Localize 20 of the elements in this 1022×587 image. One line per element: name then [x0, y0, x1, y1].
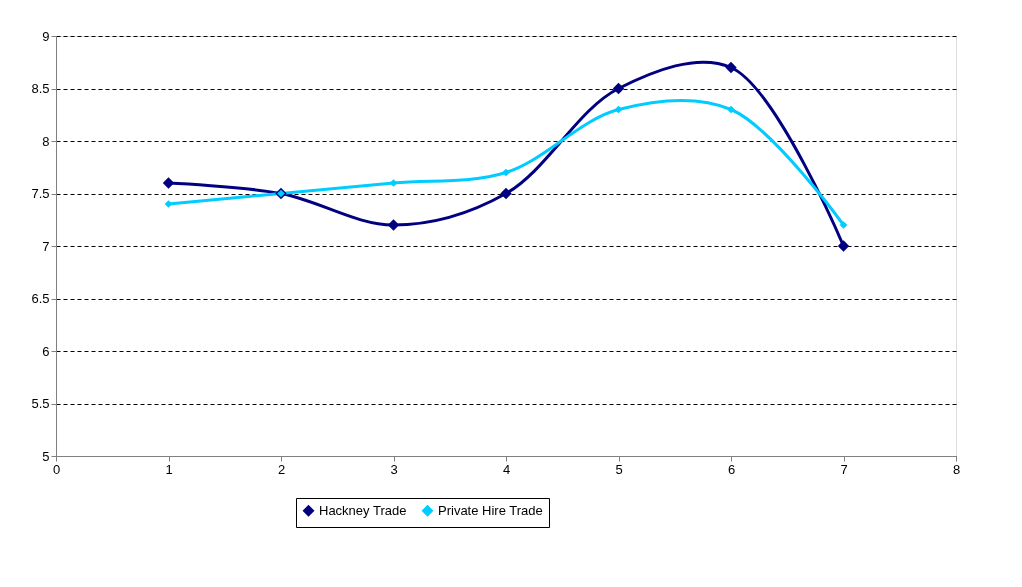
x-tick-label: 8	[952, 461, 961, 477]
legend-label: Private Hire Trade	[438, 502, 543, 518]
x-tick-label: 1	[165, 461, 173, 477]
y-tick-label: 7	[42, 238, 50, 254]
x-tick-label: 6	[727, 461, 736, 477]
x-tick-label: 3	[390, 461, 398, 477]
x-tick-label: 0	[52, 461, 61, 477]
y-tick-label: 5	[42, 448, 50, 464]
legend-label: Hackney Trade	[319, 502, 407, 518]
x-tick-label: 4	[502, 461, 511, 477]
x-tick-label: 2	[277, 461, 286, 477]
y-tick-label: 7.5	[31, 186, 50, 201]
x-tick-label: 5	[615, 461, 623, 477]
y-tick-label: 8.5	[31, 81, 50, 96]
y-tick-label: 9	[42, 28, 50, 44]
x-tick-label: 7	[840, 461, 848, 477]
y-tick-label: 8	[42, 133, 50, 149]
y-tick-label: 6.5	[31, 291, 50, 306]
y-tick-label: 5.5	[31, 396, 50, 411]
y-tick-label: 6	[42, 343, 50, 359]
